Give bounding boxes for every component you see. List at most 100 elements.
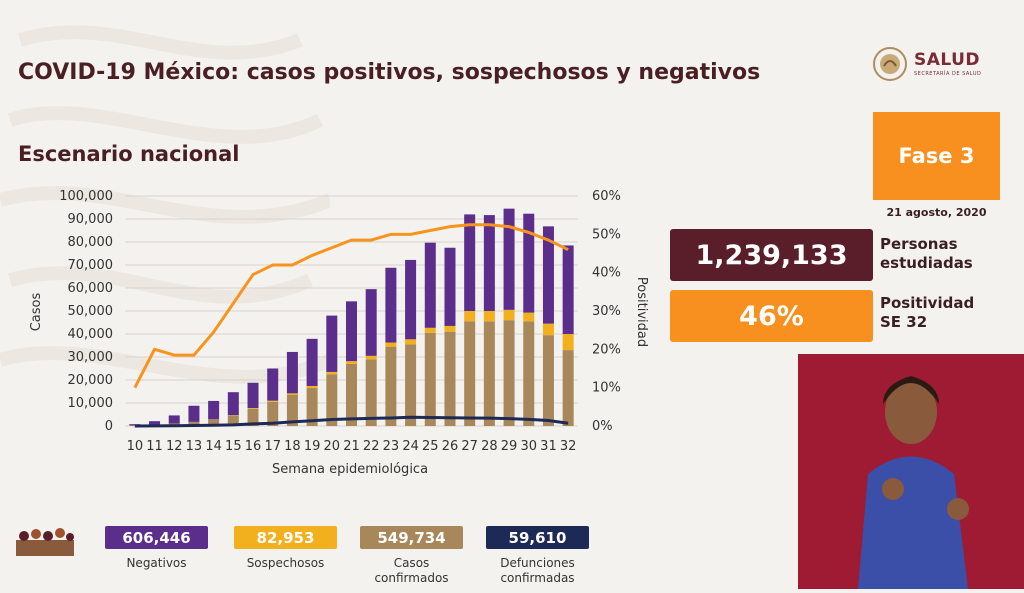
bar-sospechosos — [464, 311, 475, 321]
bar-sospechosos — [267, 401, 278, 402]
bar-sospechosos — [366, 356, 377, 359]
crowd-illustration — [14, 520, 76, 558]
stat-negativos-value: 606,446 — [105, 526, 208, 549]
bar-negativos — [425, 243, 436, 328]
x-tick-label: 12 — [166, 439, 183, 454]
bar-confirmados — [346, 364, 357, 426]
y2-tick-label: 50% — [592, 227, 621, 242]
bar-negativos — [307, 339, 318, 386]
x-axis-label: Semana epidemiológica — [272, 462, 428, 477]
x-tick-label: 15 — [225, 439, 242, 454]
stat-negativos-label: Negativos — [105, 556, 208, 571]
y-tick-label: 60,000 — [68, 281, 114, 296]
y2-axis-label: Positividad — [634, 277, 649, 347]
bar-sospechosos — [504, 310, 515, 320]
bar-negativos — [149, 421, 160, 424]
bar-negativos — [484, 215, 495, 311]
bar-sospechosos — [405, 339, 416, 344]
stat-defunciones-label: Defunciones confirmadas — [486, 556, 589, 586]
bar-negativos — [326, 316, 337, 372]
x-tick-label: 23 — [383, 439, 400, 454]
x-tick-label: 27 — [461, 439, 478, 454]
x-tick-label: 31 — [540, 439, 557, 454]
bar-sospechosos — [326, 372, 337, 374]
y2-tick-label: 40% — [592, 266, 621, 281]
y-tick-label: 30,000 — [68, 350, 114, 365]
x-tick-label: 25 — [422, 439, 439, 454]
y2-tick-label: 10% — [592, 381, 621, 396]
x-tick-label: 20 — [324, 439, 341, 454]
bar-sospechosos — [425, 328, 436, 333]
bar-sospechosos — [287, 393, 298, 395]
y-tick-label: 70,000 — [68, 258, 114, 273]
y2-tick-label: 0% — [592, 419, 613, 434]
x-tick-label: 21 — [343, 439, 360, 454]
bar-sospechosos — [248, 408, 259, 409]
bar-negativos — [228, 392, 239, 415]
bar-sospechosos — [484, 311, 495, 321]
x-tick-label: 18 — [284, 439, 301, 454]
y2-tick-label: 60% — [592, 189, 621, 204]
x-tick-label: 19 — [304, 439, 321, 454]
bar-sospechosos — [307, 386, 318, 388]
bar-negativos — [248, 383, 259, 408]
stat-defunciones-value: 59,610 — [486, 526, 589, 549]
bar-confirmados — [405, 344, 416, 426]
x-tick-label: 16 — [245, 439, 262, 454]
bar-confirmados — [444, 332, 455, 426]
x-tick-label: 26 — [442, 439, 459, 454]
bar-negativos — [444, 248, 455, 326]
y-tick-label: 20,000 — [68, 373, 114, 388]
bar-confirmados — [484, 321, 495, 426]
stat-sospechosos-label: Sospechosos — [234, 556, 337, 571]
y-tick-label: 0 — [105, 419, 113, 434]
bar-confirmados — [425, 333, 436, 426]
bar-negativos — [169, 415, 180, 423]
bar-negativos — [366, 289, 377, 356]
x-tick-label: 28 — [481, 439, 498, 454]
x-tick-label: 14 — [205, 439, 222, 454]
bar-sospechosos — [444, 326, 455, 332]
bar-negativos — [563, 245, 574, 334]
x-tick-label: 11 — [146, 439, 163, 454]
bar-sospechosos — [523, 313, 534, 322]
x-tick-label: 17 — [264, 439, 281, 454]
bar-negativos — [523, 214, 534, 313]
bar-negativos — [504, 209, 515, 310]
x-tick-label: 32 — [560, 439, 577, 454]
y-tick-label: 80,000 — [68, 235, 114, 250]
bar-negativos — [346, 301, 357, 361]
x-tick-label: 10 — [127, 439, 144, 454]
bar-negativos — [405, 260, 416, 339]
bar-negativos — [267, 369, 278, 401]
y-tick-label: 100,000 — [59, 189, 113, 204]
stat-confirmados-value: 549,734 — [360, 526, 463, 549]
y-tick-label: 10,000 — [68, 396, 114, 411]
bar-confirmados — [385, 347, 396, 426]
y2-tick-label: 30% — [592, 304, 621, 319]
x-tick-label: 22 — [363, 439, 380, 454]
x-tick-label: 13 — [186, 439, 203, 454]
x-tick-label: 24 — [402, 439, 419, 454]
bar-confirmados — [543, 335, 554, 426]
x-tick-label: 29 — [501, 439, 518, 454]
bar-confirmados — [504, 320, 515, 426]
bar-negativos — [464, 214, 475, 311]
bar-sospechosos — [346, 361, 357, 364]
bar-confirmados — [464, 321, 475, 426]
stat-confirmados-label: Casos confirmados — [360, 556, 463, 586]
bar-negativos — [385, 268, 396, 343]
y2-tick-label: 20% — [592, 342, 621, 357]
bar-confirmados — [563, 350, 574, 426]
bar-sospechosos — [563, 334, 574, 350]
stat-sospechosos-value: 82,953 — [234, 526, 337, 549]
y-axis-label: Casos — [29, 293, 44, 332]
bar-negativos — [208, 401, 219, 419]
y-tick-label: 90,000 — [68, 212, 114, 227]
y-tick-label: 50,000 — [68, 304, 114, 319]
y2-axis-ticks: 0% 10% 20% 30% 40% 50% 60% — [592, 189, 621, 434]
bar-sospechosos — [543, 324, 554, 336]
bar-sospechosos — [385, 343, 396, 347]
bar-negativos — [287, 352, 298, 393]
